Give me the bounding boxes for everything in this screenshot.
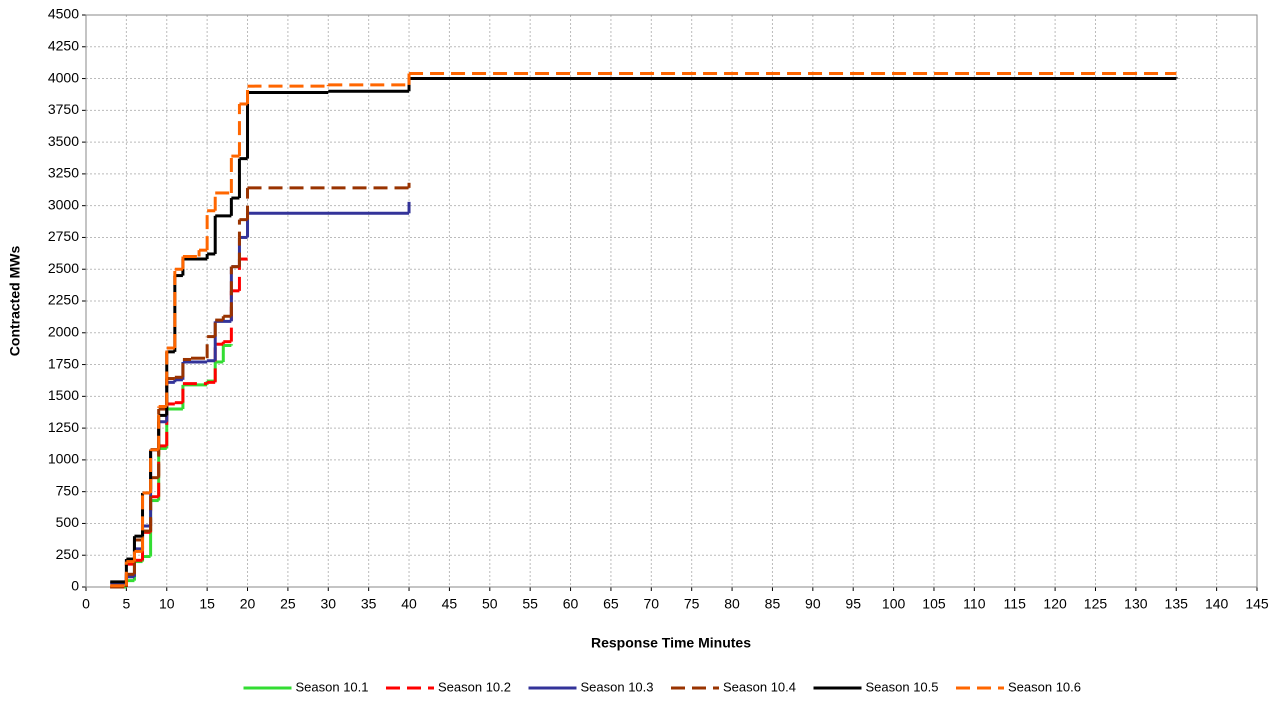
x-tick-label: 10 xyxy=(159,596,175,612)
y-tick-label: 4500 xyxy=(48,6,79,22)
x-tick-label: 50 xyxy=(482,596,498,612)
series-line xyxy=(110,201,411,585)
legend-label: Season 10.4 xyxy=(723,679,796,694)
y-tick-label: 2000 xyxy=(48,323,79,339)
y-tick-label: 1250 xyxy=(48,419,79,435)
series-line xyxy=(110,343,233,589)
x-tick-label: 105 xyxy=(922,596,946,612)
x-tick-label: 145 xyxy=(1245,596,1269,612)
series-line xyxy=(110,77,1178,584)
y-tick-label: 3250 xyxy=(48,165,79,181)
y-tick-label: 2500 xyxy=(48,260,79,276)
x-tick-label: 120 xyxy=(1043,596,1067,612)
legend-label: Season 10.2 xyxy=(438,679,511,694)
x-tick-label: 25 xyxy=(280,596,296,612)
series-line xyxy=(110,182,411,589)
y-tick-label: 3000 xyxy=(48,196,79,212)
legend-label: Season 10.6 xyxy=(1008,679,1081,694)
y-tick-label: 500 xyxy=(56,514,80,530)
series-line xyxy=(110,257,248,589)
y-tick-label: 1750 xyxy=(48,355,79,371)
legend-label: Season 10.1 xyxy=(296,679,369,694)
x-tick-label: 70 xyxy=(644,596,660,612)
legend-label: Season 10.3 xyxy=(581,679,654,694)
x-axis-title: Response Time Minutes xyxy=(591,635,751,651)
x-tick-label: 130 xyxy=(1124,596,1148,612)
y-tick-label: 250 xyxy=(56,546,80,562)
x-tick-label: 95 xyxy=(845,596,861,612)
x-tick-label: 40 xyxy=(401,596,417,612)
x-tick-label: 75 xyxy=(684,596,700,612)
y-axis-title: Contracted MWs xyxy=(7,246,23,357)
y-tick-label: 3750 xyxy=(48,101,79,117)
x-tick-label: 85 xyxy=(765,596,781,612)
x-tick-label: 5 xyxy=(122,596,130,612)
plot-frame xyxy=(85,14,1258,588)
y-tick-label: 750 xyxy=(56,482,80,498)
x-tick-label: 20 xyxy=(240,596,256,612)
x-tick-label: 65 xyxy=(603,596,619,612)
x-tick-label: 135 xyxy=(1165,596,1189,612)
x-tick-label: 30 xyxy=(320,596,336,612)
x-tick-label: 15 xyxy=(199,596,215,612)
legend-label: Season 10.5 xyxy=(866,679,939,694)
x-tick-label: 90 xyxy=(805,596,821,612)
x-tick-label: 35 xyxy=(361,596,377,612)
y-tick-label: 0 xyxy=(71,578,79,594)
x-tick-label: 0 xyxy=(82,596,90,612)
y-tick-label: 2250 xyxy=(48,292,79,308)
x-tick-label: 100 xyxy=(882,596,906,612)
y-tick-label: 1000 xyxy=(48,451,79,467)
x-tick-label: 60 xyxy=(563,596,579,612)
series-line xyxy=(110,71,1177,588)
y-tick-label: 1500 xyxy=(48,387,79,403)
x-tick-label: 80 xyxy=(724,596,740,612)
y-tick-label: 4000 xyxy=(48,69,79,85)
x-tick-label: 55 xyxy=(522,596,538,612)
y-tick-label: 2750 xyxy=(48,228,79,244)
x-tick-label: 125 xyxy=(1084,596,1108,612)
x-tick-label: 110 xyxy=(963,596,986,612)
x-tick-label: 115 xyxy=(1004,596,1027,612)
x-tick-label: 45 xyxy=(442,596,458,612)
y-tick-label: 3500 xyxy=(48,133,79,149)
y-tick-label: 4250 xyxy=(48,37,79,53)
x-tick-label: 140 xyxy=(1205,596,1229,612)
